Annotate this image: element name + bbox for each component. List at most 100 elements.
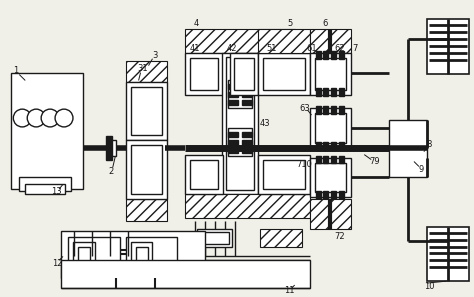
Bar: [131, 87, 163, 135]
Bar: [310, 29, 351, 53]
Text: 6: 6: [323, 19, 328, 28]
Bar: [323, 191, 328, 199]
Bar: [78, 247, 90, 262]
Bar: [73, 241, 95, 267]
Bar: [316, 156, 320, 163]
Text: 4: 4: [193, 19, 199, 28]
Circle shape: [41, 109, 59, 127]
Bar: [323, 106, 328, 114]
Text: 12: 12: [52, 259, 62, 268]
Bar: [242, 148, 252, 153]
Text: 42: 42: [227, 44, 237, 53]
Bar: [427, 19, 469, 74]
Bar: [323, 51, 328, 59]
Bar: [126, 199, 167, 221]
Bar: [323, 142, 328, 150]
Text: 51: 51: [266, 44, 277, 53]
Bar: [228, 80, 252, 108]
Circle shape: [27, 109, 45, 127]
Bar: [331, 51, 337, 59]
Bar: [190, 58, 218, 90]
Bar: [228, 148, 238, 153]
Bar: [316, 51, 320, 59]
Text: 79: 79: [369, 157, 380, 166]
Bar: [230, 53, 258, 95]
Text: 10: 10: [424, 282, 434, 290]
Bar: [260, 229, 301, 247]
Bar: [339, 142, 345, 150]
Bar: [228, 140, 238, 145]
Bar: [11, 72, 83, 189]
Text: 31: 31: [137, 64, 148, 73]
Bar: [389, 120, 427, 177]
Bar: [185, 29, 295, 53]
Bar: [136, 247, 147, 262]
Bar: [228, 100, 238, 105]
Text: 5: 5: [287, 19, 292, 28]
Bar: [126, 237, 177, 272]
Text: 61: 61: [306, 44, 317, 53]
Text: 13: 13: [51, 187, 61, 196]
Bar: [242, 140, 252, 145]
Bar: [200, 232, 229, 244]
Bar: [263, 159, 305, 189]
Bar: [310, 199, 351, 229]
Bar: [316, 191, 320, 199]
Bar: [68, 237, 120, 272]
Bar: [339, 89, 345, 96]
Bar: [331, 191, 337, 199]
Bar: [263, 58, 305, 90]
Bar: [316, 89, 320, 96]
Bar: [112, 140, 116, 156]
Text: 43: 43: [260, 119, 270, 129]
Bar: [185, 194, 310, 218]
Text: 41: 41: [190, 44, 201, 53]
Bar: [25, 184, 65, 194]
Bar: [315, 162, 346, 192]
Text: 11: 11: [284, 285, 295, 295]
Bar: [323, 156, 328, 163]
Bar: [310, 53, 351, 95]
Bar: [242, 132, 252, 137]
Bar: [339, 191, 345, 199]
Bar: [427, 227, 469, 281]
Bar: [234, 58, 254, 90]
Circle shape: [13, 109, 31, 127]
Bar: [258, 29, 310, 53]
Bar: [197, 229, 232, 247]
Bar: [126, 61, 167, 83]
Text: 63: 63: [299, 104, 310, 113]
Text: 8: 8: [426, 140, 431, 149]
Bar: [222, 53, 258, 194]
Bar: [19, 177, 71, 191]
Bar: [185, 155, 223, 194]
Bar: [228, 84, 238, 89]
Bar: [185, 53, 223, 95]
Bar: [61, 260, 310, 288]
Bar: [228, 132, 238, 137]
Bar: [339, 51, 345, 59]
Bar: [310, 108, 351, 148]
Text: 1: 1: [13, 66, 18, 75]
Circle shape: [55, 109, 73, 127]
Bar: [339, 106, 345, 114]
Bar: [331, 89, 337, 96]
Bar: [131, 241, 153, 267]
Text: 2: 2: [108, 167, 113, 176]
Bar: [331, 142, 337, 150]
Text: 72: 72: [334, 232, 345, 241]
Bar: [331, 156, 337, 163]
Text: 9: 9: [418, 165, 424, 174]
Bar: [316, 106, 320, 114]
Bar: [258, 53, 310, 95]
Text: 710: 710: [297, 160, 312, 169]
Bar: [190, 159, 218, 189]
Bar: [315, 58, 346, 90]
Bar: [242, 100, 252, 105]
Bar: [228, 128, 252, 156]
Bar: [106, 136, 112, 159]
Bar: [126, 140, 167, 199]
Bar: [323, 89, 328, 96]
Bar: [310, 158, 351, 197]
Text: 62: 62: [334, 44, 345, 53]
